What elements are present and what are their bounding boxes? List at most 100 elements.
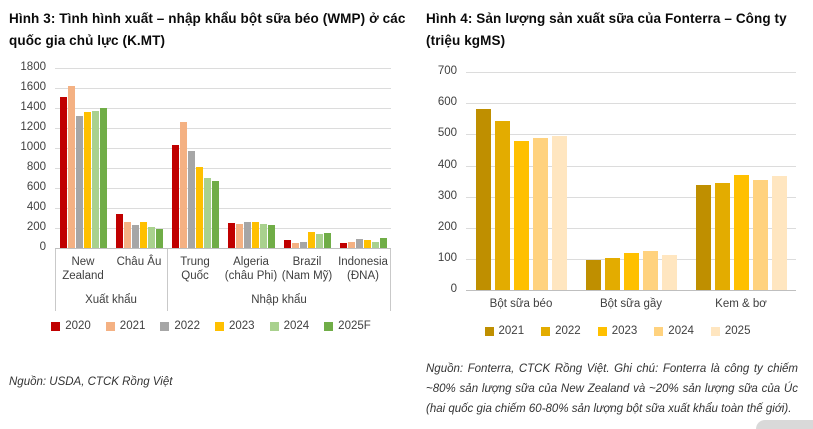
bar-2023-Bột sữa gầy: [623, 253, 639, 291]
legend-label: 2022: [174, 320, 200, 333]
bar-2025F-Brazil (Nam Mỹ): [323, 233, 331, 249]
legend: 2021 2022 2023 2024 2025: [426, 325, 809, 337]
y-tick-label: 600: [437, 96, 457, 109]
gridline: [466, 103, 796, 105]
bar-2023-Bột sữa béo: [513, 141, 529, 291]
bar-2023-Trung Quốc: [195, 167, 203, 249]
legend-item-2021: 2021: [105, 320, 146, 333]
y-tick-label: 1000: [20, 141, 46, 154]
bar-2022-Bột sữa béo: [494, 121, 510, 291]
legend-swatch-icon: [160, 321, 170, 331]
chart-body: 0 100 200 300 400 500 600 700 Bột sữa béo Bột sữa…: [426, 65, 809, 311]
bar-2025-Kem & bơ: [771, 176, 787, 291]
legend-item-2021: 2021: [484, 325, 525, 338]
legend-swatch-icon: [51, 321, 61, 331]
bar-2022-Kem & bơ: [714, 183, 730, 291]
legend-item-2025F: 2025F: [324, 320, 371, 332]
legend-label: 2020: [65, 320, 91, 333]
legend-item-2022: 2022: [541, 325, 581, 337]
bar-group-2: [576, 72, 686, 291]
legend-label: 2021: [119, 320, 146, 333]
legend-label: 2023: [611, 325, 638, 338]
chart-title: Hình 3: Tình hình xuất – nhập khẩu bột s…: [9, 11, 406, 48]
legend-item-2024: 2024: [654, 325, 694, 337]
bar-2025F-New Zealand: [99, 108, 107, 249]
corner-artifact: [756, 420, 813, 429]
legend-item-2020: 2020: [51, 320, 91, 332]
gridline: [55, 108, 391, 110]
legend-label: 2024: [668, 325, 694, 338]
y-tick-label: 600: [26, 181, 46, 194]
gridline: [55, 128, 391, 130]
x-category-label: Algeria (châu Phi): [224, 256, 278, 283]
legend-swatch-icon: [269, 321, 279, 331]
bar-group-6: [335, 68, 391, 249]
bar-group-1: [55, 68, 111, 249]
source-note: Nguồn: Fonterra, CTCK Rồng Việt. Ghi chú…: [426, 363, 798, 416]
bar-group-2: [111, 68, 167, 249]
x-group-label: Nhập khẩu: [251, 294, 307, 307]
bar-2022-Trung Quốc: [187, 151, 195, 249]
legend-item-2024: 2024: [269, 320, 310, 333]
bar-2025-Bột sữa béo: [551, 136, 567, 291]
bar-2024-Kem & bơ: [752, 180, 768, 291]
bar-group-3: [167, 68, 223, 249]
y-tick-label: 0: [39, 241, 46, 254]
x-axis: Bột sữa béo Bột sữa gầy Kem & bơ: [466, 291, 796, 311]
x-category-label: Indonesia (ĐNA): [338, 256, 388, 283]
legend-swatch-icon: [214, 321, 224, 331]
bar-2022-Algeria (châu Phi): [243, 222, 251, 249]
bar-2022-Indonesia (ĐNA): [355, 239, 363, 249]
bar-2025F-Indonesia (ĐNA): [379, 238, 387, 249]
y-axis: 0 200 400 600 800 1000 1200 1400 1600 1800: [9, 61, 55, 253]
bar-2021-Trung Quốc: [179, 122, 187, 249]
bar-group-3: [686, 72, 796, 291]
y-tick-label: 200: [26, 221, 46, 234]
bar-2022-Châu Âu: [131, 225, 139, 249]
x-category-label: Brazil (Nam Mỹ): [281, 256, 333, 283]
legend-label: 2024: [283, 320, 310, 333]
y-tick-label: 1400: [20, 101, 46, 114]
legend-swatch-icon: [105, 321, 115, 331]
chart-panel-fonterra-production: Hình 4: Sản lượng sản xuất sữa của Fonte…: [426, 8, 809, 420]
bar-2020-New Zealand: [59, 97, 67, 249]
bar-2024-Châu Âu: [147, 227, 155, 249]
gridline: [466, 134, 796, 136]
x-axis: New Zealand Châu Âu Trung Quốc Algeria (châ…: [55, 249, 391, 312]
bar-2024-Algeria (châu Phi): [259, 224, 267, 249]
y-tick-label: 300: [437, 189, 457, 202]
bar-group-5: [279, 68, 335, 249]
bar-2024-Bột sữa béo: [532, 138, 548, 291]
y-tick-label: 1800: [20, 61, 46, 74]
legend-label: 2021: [498, 325, 525, 338]
gridline: [55, 68, 391, 70]
bar-2021-Indonesia (ĐNA): [347, 242, 355, 249]
y-tick-label: 700: [437, 65, 457, 78]
x-group-label: Xuất khẩu: [85, 294, 137, 307]
y-tick-label: 1600: [20, 81, 46, 94]
bar-2024-New Zealand: [91, 111, 99, 249]
x-category-label: Bột sữa béo: [489, 298, 553, 311]
plot-area: [466, 72, 796, 292]
bar-2025F-Châu Âu: [155, 229, 163, 249]
gridline: [466, 227, 796, 229]
gridline: [55, 228, 391, 230]
bar-2021-Châu Âu: [123, 222, 131, 249]
axis-separator-line: [55, 249, 56, 312]
y-tick-label: 200: [437, 220, 457, 233]
bar-2024-Brazil (Nam Mỹ): [315, 234, 323, 249]
gridline: [55, 88, 391, 90]
gridline: [55, 208, 391, 210]
bar-2024-Bột sữa gầy: [642, 251, 658, 291]
chart-body: 0 200 400 600 800 1000 1200 1400 1600 1800 New Zea…: [9, 61, 413, 312]
bar-2023-Châu Âu: [139, 222, 147, 249]
bar-2025F-Trung Quốc: [211, 181, 219, 249]
axis-separator-line: [167, 249, 168, 312]
legend-swatch-icon: [484, 326, 494, 336]
y-tick-label: 1200: [20, 121, 46, 134]
y-tick-label: 0: [450, 283, 457, 296]
legend-swatch-icon: [324, 321, 334, 331]
source-note: Nguồn: USDA, CTCK Rồng Việt: [9, 376, 173, 389]
legend-label: 2023: [228, 320, 255, 333]
